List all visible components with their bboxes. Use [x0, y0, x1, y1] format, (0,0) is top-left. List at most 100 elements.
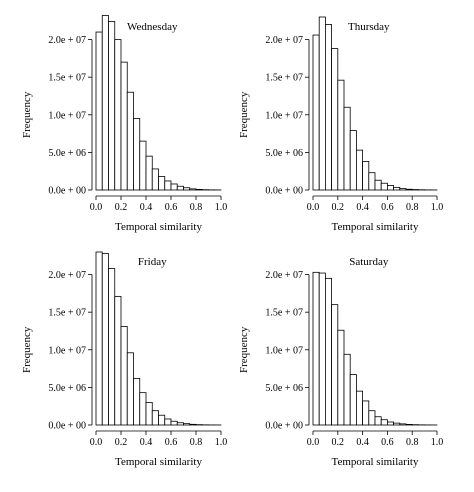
x-tick-label-wednesday-3: 0.6	[165, 202, 178, 213]
x-axis-title-saturday: Temporal similarity	[332, 456, 419, 468]
bar-saturday-2	[324, 277, 332, 426]
y-tick-label-friday-0: 0.0e + 00	[48, 421, 86, 432]
bar-thursday-15	[405, 188, 413, 191]
y-tick-label-friday-1: 5.0e + 06	[48, 383, 86, 394]
bar-saturday-14	[399, 423, 407, 426]
x-axis-title-thursday: Temporal similarity	[332, 221, 419, 233]
bar-wednesday-8	[145, 155, 153, 191]
bar-friday-7	[139, 392, 147, 426]
bar-thursday-4	[337, 79, 345, 191]
x-tick-label-friday-3: 0.6	[165, 437, 178, 448]
x-tick-label-saturday-2: 0.4	[356, 437, 369, 448]
bar-wednesday-1	[101, 15, 109, 191]
bar-thursday-0	[312, 34, 320, 191]
bar-thursday-11	[380, 182, 388, 191]
x-tick-label-wednesday-0: 0.0	[90, 202, 103, 213]
x-tick-label-thursday-1: 0.2	[332, 202, 345, 213]
bar-thursday-2	[324, 24, 332, 191]
bar-friday-15	[189, 423, 197, 426]
bar-saturday-6	[349, 374, 357, 426]
bar-saturday-4	[337, 329, 345, 426]
bar-saturday-15	[405, 423, 413, 426]
x-tick-label-saturday-4: 0.8	[406, 437, 419, 448]
bar-friday-0	[95, 251, 103, 426]
bar-saturday-9	[368, 410, 376, 426]
bar-wednesday-3	[114, 39, 122, 191]
x-tick-label-thursday-3: 0.6	[381, 202, 394, 213]
bar-wednesday-14	[183, 187, 191, 191]
x-tick-label-friday-1: 0.2	[115, 437, 128, 448]
y-tick-label-thursday-1: 5.0e + 06	[265, 148, 303, 159]
bar-thursday-6	[349, 130, 357, 191]
bar-friday-5	[126, 352, 134, 426]
x-tick-label-thursday-2: 0.4	[356, 202, 369, 213]
panel-saturday: 0.0 0.2 0.4 0.6 0.8 1.0 0.0e + 00 5.0e + 06 1.0e…	[238, 256, 443, 468]
y-axis-title-friday: Frequency	[21, 326, 33, 373]
bar-friday-3	[114, 295, 122, 426]
bar-thursday-14	[399, 188, 407, 191]
y-tick-label-saturday-0: 0.0e + 00	[265, 421, 303, 432]
bar-thursday-10	[374, 179, 382, 191]
y-tick-label-wednesday-3: 1.5e + 07	[48, 73, 86, 84]
bar-saturday-10	[374, 416, 382, 426]
y-axis-title-thursday: Frequency	[238, 91, 250, 138]
panel-thursday: 0.0 0.2 0.4 0.6 0.8 1.0 0.0e + 00 5.0e + 06 1.0e…	[238, 16, 443, 233]
y-tick-label-wednesday-2: 1.0e + 07	[48, 110, 86, 121]
bar-wednesday-9	[151, 168, 159, 191]
x-axis-title-wednesday: Temporal similarity	[115, 221, 202, 233]
y-tick-label-saturday-2: 1.0e + 07	[265, 345, 303, 356]
x-tick-label-thursday-0: 0.0	[307, 202, 320, 213]
bar-wednesday-11	[164, 180, 172, 191]
x-tick-label-saturday-5: 1.0	[431, 437, 444, 448]
bar-wednesday-13	[176, 185, 184, 191]
bar-friday-10	[158, 414, 166, 426]
bar-wednesday-4	[120, 61, 128, 191]
bar-saturday-8	[362, 400, 370, 426]
y-axis-title-saturday: Frequency	[238, 326, 250, 373]
bar-saturday-1	[318, 272, 326, 426]
panel-title-wednesday: Wednesday	[127, 21, 178, 33]
y-tick-label-wednesday-4: 2.0e + 07	[48, 35, 86, 46]
panel-title-thursday: Thursday	[348, 21, 390, 33]
x-tick-label-friday-0: 0.0	[90, 437, 103, 448]
bar-wednesday-16	[195, 188, 203, 191]
bar-wednesday-15	[189, 188, 197, 191]
bar-wednesday-0	[95, 31, 103, 191]
bar-saturday-0	[312, 271, 320, 426]
bar-friday-9	[151, 410, 159, 426]
y-tick-label-thursday-4: 2.0e + 07	[265, 35, 303, 46]
bar-saturday-3	[331, 304, 339, 426]
y-tick-label-friday-3: 1.5e + 07	[48, 308, 86, 319]
bar-friday-4	[120, 326, 128, 426]
bar-wednesday-6	[133, 118, 141, 191]
bar-friday-1	[101, 253, 109, 426]
bar-saturday-11	[380, 419, 388, 426]
panel-title-friday: Friday	[138, 256, 167, 268]
x-tick-label-wednesday-4: 0.8	[190, 202, 203, 213]
bar-saturday-13	[393, 422, 401, 426]
bar-thursday-1	[318, 16, 326, 191]
x-tick-label-friday-5: 1.0	[215, 437, 228, 448]
x-tick-label-wednesday-2: 0.4	[140, 202, 153, 213]
y-tick-label-saturday-3: 1.5e + 07	[265, 308, 303, 319]
bar-thursday-3	[331, 48, 339, 191]
bar-saturday-12	[386, 421, 394, 426]
bar-wednesday-2	[108, 21, 116, 191]
y-tick-label-wednesday-0: 0.0e + 00	[48, 186, 86, 197]
bar-wednesday-10	[158, 176, 166, 191]
y-tick-label-wednesday-1: 5.0e + 06	[48, 148, 86, 159]
bar-thursday-7	[355, 149, 363, 191]
y-axis-title-wednesday: Frequency	[21, 91, 33, 138]
x-tick-label-saturday-0: 0.0	[307, 437, 320, 448]
panel-wednesday: 0.0 0.2 0.4 0.6 0.8 1.0 0.0e + 00 5.0e + 06 1.0e…	[21, 15, 227, 233]
x-tick-label-saturday-3: 0.6	[381, 437, 394, 448]
x-tick-label-thursday-4: 0.8	[406, 202, 419, 213]
bar-friday-8	[145, 402, 153, 426]
y-tick-label-thursday-0: 0.0e + 00	[265, 186, 303, 197]
bar-thursday-8	[362, 161, 370, 191]
bar-friday-2	[108, 268, 116, 426]
bar-friday-6	[133, 377, 141, 426]
x-tick-label-saturday-1: 0.2	[332, 437, 345, 448]
panel-title-saturday: Saturday	[349, 256, 389, 268]
